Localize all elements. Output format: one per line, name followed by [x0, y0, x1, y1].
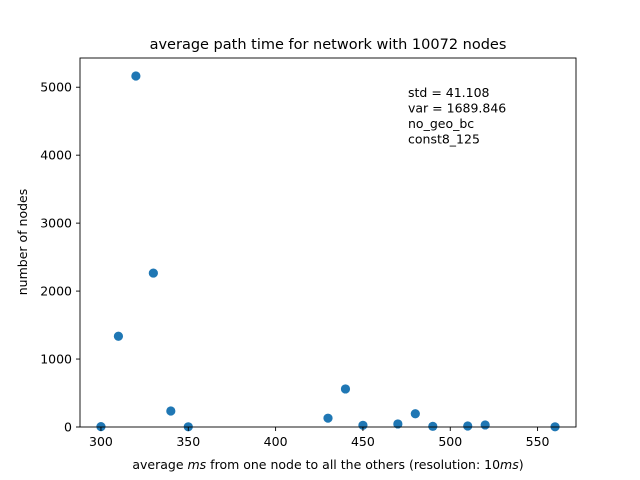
- x-tick-label-0: 300: [89, 434, 113, 449]
- x-tick-label-5: 550: [526, 434, 550, 449]
- plot-frame: [79, 57, 577, 428]
- data-point-9: [358, 420, 368, 430]
- y-tick-label-3: 3000: [40, 216, 72, 231]
- x-tick-label-1: 350: [176, 434, 200, 449]
- x-axis-label: average ms from one node to all the othe…: [132, 457, 523, 472]
- annotation-line-2: var = 1689.846: [408, 101, 506, 116]
- y-axis-ticks: 0 1000 2000 3000 4000 5000: [40, 80, 80, 435]
- x-tick-label-2: 400: [264, 434, 288, 449]
- data-point-13: [463, 421, 473, 431]
- y-tick-label-0: 0: [64, 420, 72, 435]
- x-tick-label-4: 500: [438, 434, 462, 449]
- data-point-3: [131, 71, 141, 81]
- annotation-line-4: const8_125: [408, 132, 480, 147]
- data-point-4: [148, 268, 158, 278]
- data-point-10: [393, 419, 403, 429]
- x-axis-ticks: 300 350 400 450 500 550: [89, 427, 550, 449]
- y-axis-label: number of nodes: [15, 189, 30, 296]
- y-tick-label-1: 1000: [40, 352, 72, 367]
- annotation-line-3: no_geo_bc: [408, 116, 474, 131]
- chart-title: average path time for network with 10072…: [150, 37, 507, 53]
- y-tick-label-5: 5000: [40, 80, 72, 95]
- y-tick-label-4: 4000: [40, 148, 72, 163]
- annotation-line-1: std = 41.108: [408, 85, 490, 100]
- y-tick-label-2: 2000: [40, 284, 72, 299]
- data-point-14: [480, 420, 490, 430]
- data-point-2: [113, 331, 124, 341]
- data-point-8: [340, 384, 351, 394]
- x-tick-label-3: 450: [351, 434, 375, 449]
- data-point-7: [323, 413, 333, 423]
- data-point-11: [410, 409, 420, 419]
- data-point-12: [428, 421, 438, 431]
- data-point-5: [166, 406, 176, 416]
